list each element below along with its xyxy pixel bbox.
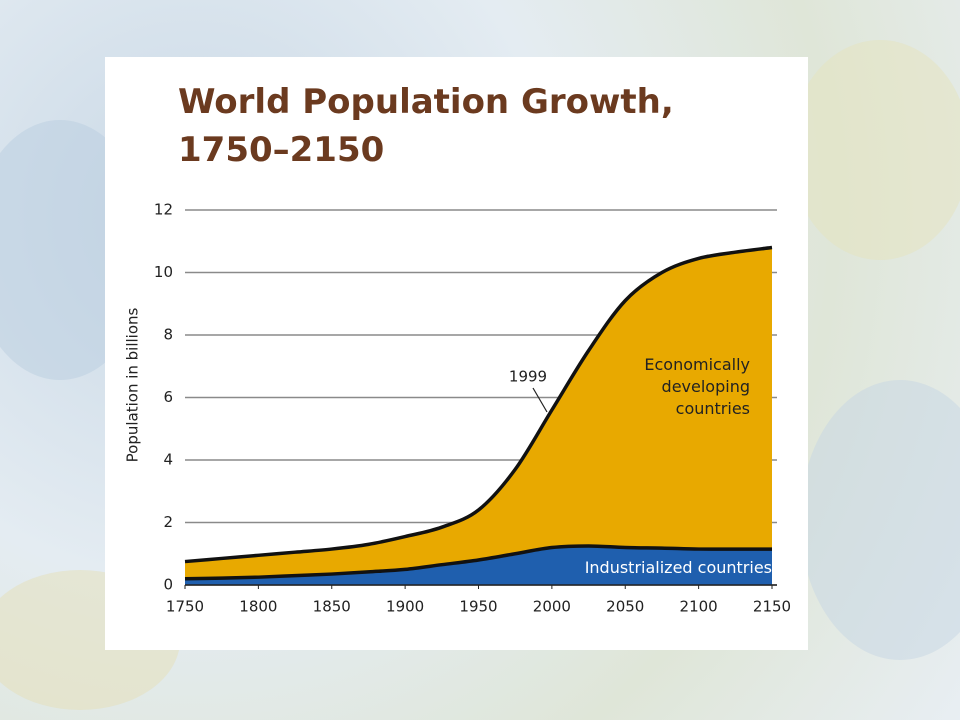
globe-deco bbox=[800, 380, 960, 660]
y-tick-label: 0 bbox=[163, 576, 173, 594]
x-tick-label: 2100 bbox=[680, 598, 718, 616]
y-tick-label: 8 bbox=[163, 326, 173, 344]
annotation: 1999 bbox=[509, 368, 547, 386]
annotation-leader bbox=[532, 387, 548, 413]
y-tick-label: 2 bbox=[163, 513, 173, 531]
y-tick-label: 6 bbox=[163, 388, 173, 406]
area bbox=[185, 247, 772, 579]
series-label: Industrialized countries bbox=[584, 558, 772, 577]
area-outline bbox=[184, 245, 773, 564]
x-tick-label: 2150 bbox=[753, 598, 791, 616]
x-tick-label: 2050 bbox=[606, 598, 644, 616]
x-tick-label: 1800 bbox=[239, 598, 277, 616]
globe-deco bbox=[790, 40, 960, 260]
area-outline bbox=[184, 544, 772, 581]
y-tick-label: 12 bbox=[154, 201, 173, 219]
series-label: Economically developing countries bbox=[644, 355, 750, 418]
y-tick-label: 10 bbox=[154, 263, 173, 281]
x-tick-label: 1900 bbox=[386, 598, 424, 616]
y-axis-label: Population in billions bbox=[124, 307, 142, 462]
x-tick-label: 1950 bbox=[459, 598, 497, 616]
x-tick-label: 2000 bbox=[533, 598, 571, 616]
chart-title: World Population Growth, 1750–2150 bbox=[178, 82, 674, 170]
x-tick-label: 1850 bbox=[313, 598, 351, 616]
x-tick-label: 1750 bbox=[166, 598, 204, 616]
y-tick-label: 4 bbox=[163, 451, 173, 469]
